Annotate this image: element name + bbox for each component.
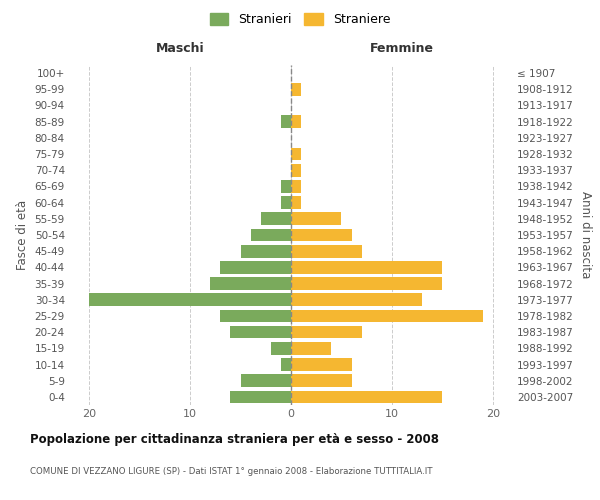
Text: Maschi: Maschi — [155, 42, 205, 55]
Bar — [230, 390, 291, 403]
Bar — [281, 116, 291, 128]
Bar — [291, 212, 341, 225]
Bar — [251, 228, 291, 241]
Bar — [291, 261, 442, 274]
Text: COMUNE DI VEZZANO LIGURE (SP) - Dati ISTAT 1° gennaio 2008 - Elaborazione TUTTIT: COMUNE DI VEZZANO LIGURE (SP) - Dati IST… — [30, 468, 433, 476]
Bar — [291, 278, 442, 290]
Bar — [271, 342, 291, 354]
Bar — [291, 180, 301, 192]
Y-axis label: Anni di nascita: Anni di nascita — [580, 192, 592, 278]
Bar — [291, 310, 483, 322]
Bar — [291, 196, 301, 209]
Text: Femmine: Femmine — [370, 42, 434, 55]
Bar — [220, 310, 291, 322]
Bar — [291, 374, 352, 387]
Bar — [241, 245, 291, 258]
Bar — [291, 148, 301, 160]
Bar — [281, 196, 291, 209]
Text: Popolazione per cittadinanza straniera per età e sesso - 2008: Popolazione per cittadinanza straniera p… — [30, 432, 439, 446]
Bar — [281, 180, 291, 192]
Bar — [291, 342, 331, 354]
Bar — [261, 212, 291, 225]
Bar — [220, 261, 291, 274]
Bar — [291, 83, 301, 96]
Bar — [291, 390, 442, 403]
Legend: Stranieri, Straniere: Stranieri, Straniere — [206, 8, 394, 30]
Bar — [291, 326, 362, 338]
Y-axis label: Fasce di età: Fasce di età — [16, 200, 29, 270]
Bar — [291, 358, 352, 371]
Bar — [230, 326, 291, 338]
Bar — [241, 374, 291, 387]
Bar — [281, 358, 291, 371]
Bar — [210, 278, 291, 290]
Bar — [291, 245, 362, 258]
Bar — [291, 228, 352, 241]
Bar — [291, 294, 422, 306]
Bar — [89, 294, 291, 306]
Bar — [291, 116, 301, 128]
Bar — [291, 164, 301, 176]
